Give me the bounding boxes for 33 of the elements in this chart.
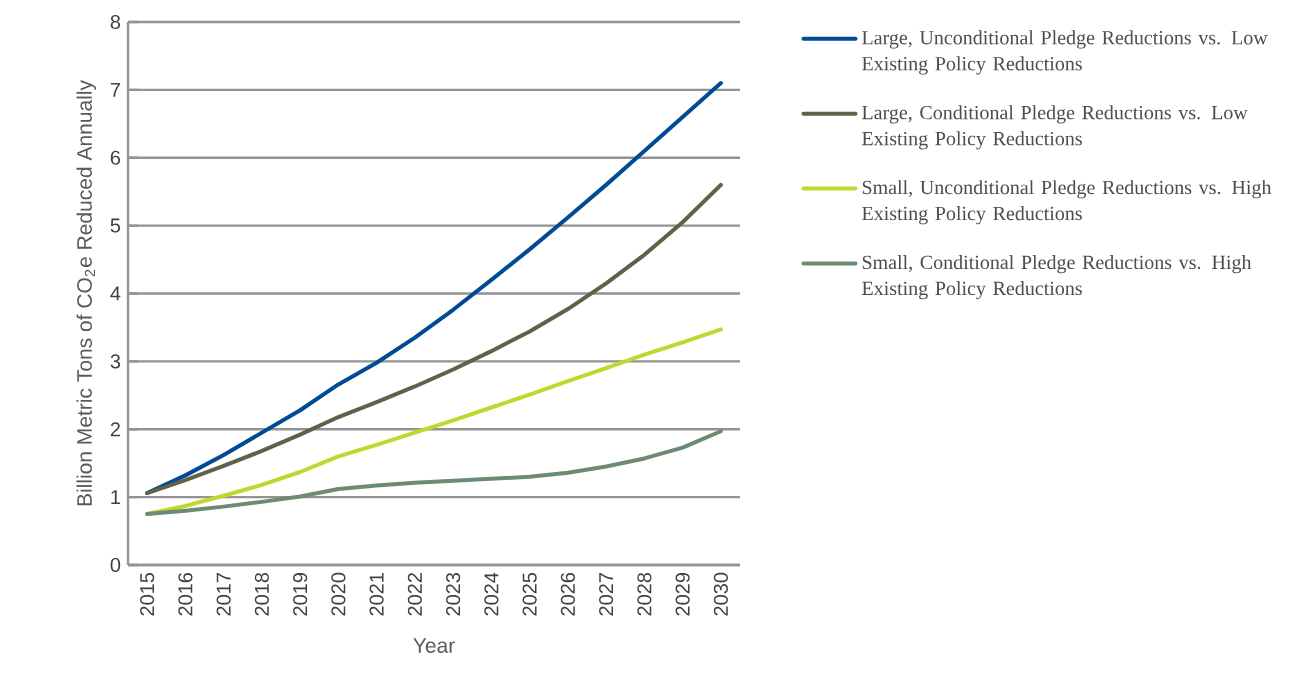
x-tick-label: 2017	[216, 573, 231, 616]
y-tick-label: 2	[110, 422, 120, 437]
x-tick-label: 2023	[446, 572, 461, 616]
y-tick-label: 4	[110, 286, 121, 301]
line-series	[145, 182, 723, 496]
y-tick-label: 5	[110, 218, 121, 233]
x-tick-label: 2029	[675, 572, 690, 616]
x-tick-label: 2016	[178, 572, 193, 616]
x-tick-label: 2028	[637, 572, 652, 616]
x-tick-label: 2019	[293, 572, 308, 616]
y-tick-label: 3	[110, 354, 121, 369]
x-tick-label: 2021	[369, 573, 384, 616]
x-tick-label: 2027	[599, 573, 614, 616]
y-tick-label: 8	[110, 14, 121, 30]
y-tick-label: 6	[110, 150, 121, 165]
x-tick-label: 2024	[484, 572, 499, 616]
legend-label: Small, Conditional Pledge Reductions vs. High Existing Policy Reductions	[862, 255, 1252, 300]
x-tick-label: 2030	[713, 572, 728, 616]
x-tick-label: 2018	[254, 572, 269, 616]
y-tick-label: 7	[110, 82, 120, 97]
legend-label: Small, Unconditional Pledge Reductions vs. High Existing Policy Reductions	[862, 180, 1272, 225]
y-axis-title: Billion Metric Tons of CO$_{2}$e Reduced Annually	[76, 80, 97, 506]
y-tick-label: 0	[110, 557, 121, 573]
x-tick-label: 2026	[560, 572, 575, 616]
x-tick-label: 2015	[140, 572, 155, 616]
x-tick-label: 2020	[331, 572, 346, 616]
x-axis-title: Year	[413, 638, 455, 653]
x-tick-label: 2025	[522, 572, 537, 616]
legend-label: Large, Conditional Pledge Reductions vs. Low Existing Policy Reductions	[862, 105, 1248, 150]
legend-label: Large, Unconditional Pledge Reductions vs. Low Existing Policy Reductions	[862, 30, 1268, 75]
x-tick-label: 2022	[407, 573, 422, 616]
y-tick-label: 1	[111, 490, 120, 504]
line-series	[145, 429, 723, 517]
